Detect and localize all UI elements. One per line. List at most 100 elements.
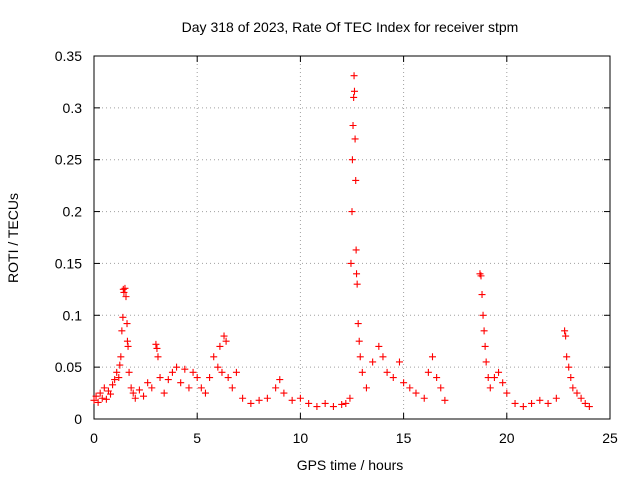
- data-point: [201, 389, 209, 397]
- data-point: [156, 374, 164, 382]
- data-point: [347, 259, 355, 267]
- data-point: [122, 293, 130, 301]
- data-point: [228, 384, 236, 392]
- data-point: [420, 394, 428, 402]
- data-point: [428, 353, 436, 361]
- data-point: [164, 376, 172, 384]
- data-point: [144, 379, 152, 387]
- data-point: [111, 376, 119, 384]
- data-point: [218, 368, 226, 376]
- data-point: [536, 396, 544, 404]
- data-point: [148, 384, 156, 392]
- y-tick-label: 0.25: [55, 152, 82, 168]
- data-point: [383, 368, 391, 376]
- data-point: [321, 399, 329, 407]
- data-point: [193, 374, 201, 382]
- x-axis-label: GPS time / hours: [297, 457, 404, 473]
- data-point: [115, 374, 123, 382]
- data-point: [351, 135, 359, 143]
- y-tick-label: 0.2: [63, 204, 83, 220]
- data-point: [96, 389, 104, 397]
- data-point: [272, 384, 280, 392]
- data-point: [356, 353, 364, 361]
- data-point: [100, 384, 108, 392]
- data-point: [561, 327, 569, 335]
- data-point: [581, 399, 589, 407]
- data-point: [127, 384, 135, 392]
- data-point: [135, 386, 143, 394]
- x-tick-label: 25: [602, 430, 618, 446]
- data-point: [528, 399, 536, 407]
- data-point: [499, 379, 507, 387]
- data-point: [247, 399, 255, 407]
- y-tick-label: 0.05: [55, 359, 82, 375]
- data-point: [90, 396, 98, 404]
- data-point: [177, 379, 185, 387]
- data-point: [92, 392, 100, 400]
- data-point: [348, 156, 356, 164]
- data-point: [120, 288, 128, 296]
- data-point: [424, 368, 432, 376]
- data-point: [479, 311, 487, 319]
- data-point: [338, 400, 346, 408]
- data-point: [477, 272, 485, 280]
- data-point: [352, 246, 360, 254]
- data-point: [412, 389, 420, 397]
- y-tick-label: 0.3: [63, 100, 83, 116]
- data-point: [102, 395, 110, 403]
- data-point: [495, 368, 503, 376]
- data-point: [352, 176, 360, 184]
- data-point: [216, 342, 224, 350]
- y-tick-label: 0.1: [63, 307, 83, 323]
- data-point: [131, 394, 139, 402]
- data-point: [296, 394, 304, 402]
- data-point: [577, 394, 585, 402]
- data-point: [362, 384, 370, 392]
- data-point: [379, 353, 387, 361]
- data-point: [206, 374, 214, 382]
- y-axis-label: ROTI / TECUs: [5, 193, 21, 283]
- y-tick-label: 0.35: [55, 48, 82, 64]
- data-point: [121, 284, 129, 292]
- data-point: [519, 403, 527, 411]
- data-point: [395, 358, 403, 366]
- data-point: [552, 394, 560, 402]
- data-point: [511, 399, 519, 407]
- data-point: [124, 342, 132, 350]
- x-tick-label: 15: [396, 430, 412, 446]
- data-point: [350, 93, 358, 101]
- data-point: [484, 374, 492, 382]
- data-point: [116, 361, 124, 369]
- data-point: [355, 337, 363, 345]
- data-point: [140, 392, 148, 400]
- data-point: [573, 389, 581, 397]
- data-point: [152, 340, 160, 348]
- tick-labels: 0 5 10 15 20 25 0 0.05 0.1 0.15 0.2 0.25 0.3 0.35: [55, 48, 618, 446]
- data-point: [400, 379, 408, 387]
- data-point: [349, 121, 357, 129]
- data-point: [197, 384, 205, 392]
- x-tick-label: 0: [90, 430, 98, 446]
- data-point: [94, 398, 102, 406]
- data-point: [329, 403, 337, 411]
- data-point: [358, 368, 366, 376]
- data-point: [239, 394, 247, 402]
- x-tick-label: 10: [293, 430, 309, 446]
- data-point: [276, 376, 284, 384]
- data-point: [585, 403, 593, 411]
- data-point: [569, 384, 577, 392]
- y-tick-label: 0.15: [55, 255, 82, 271]
- data-point: [168, 368, 176, 376]
- data-point: [255, 396, 263, 404]
- data-point: [348, 208, 356, 216]
- data-point: [118, 327, 126, 335]
- data-point: [342, 399, 350, 407]
- data-point: [222, 337, 230, 345]
- data-point: [406, 384, 414, 392]
- x-tick-label: 5: [193, 430, 201, 446]
- data-point: [117, 353, 125, 361]
- data-point: [562, 332, 570, 340]
- data-point: [481, 342, 489, 350]
- chart-title: Day 318 of 2023, Rate Of TEC Index for r…: [182, 19, 519, 35]
- data-point: [567, 374, 575, 382]
